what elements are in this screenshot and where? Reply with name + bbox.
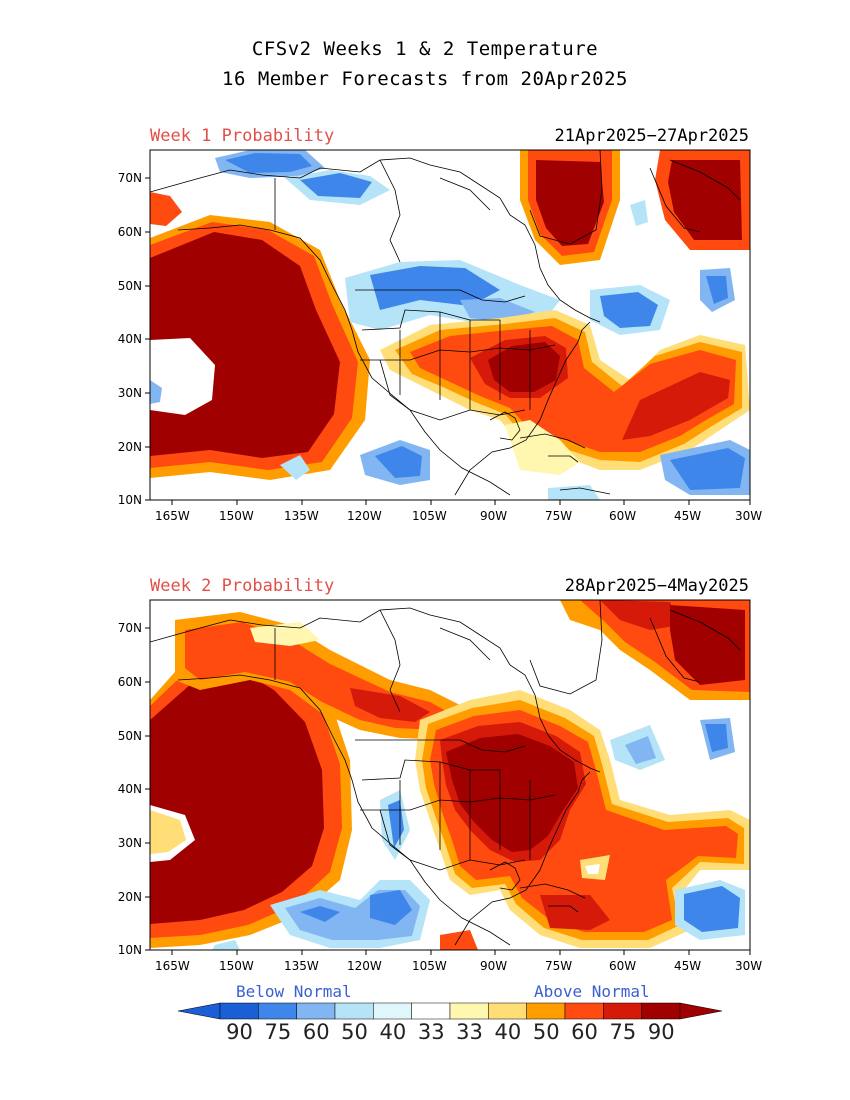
week2-dates: 28Apr2025−4May2025	[564, 576, 749, 596]
legend-value: 75	[264, 1020, 292, 1044]
legend-value: 40	[494, 1020, 522, 1044]
week2-alaska-warm	[175, 612, 470, 740]
legend-color-box	[488, 1002, 527, 1020]
week1-ytick-label: 60N	[117, 225, 142, 239]
week2-map	[150, 600, 750, 950]
legend-value: 90	[226, 1020, 253, 1044]
week1-xtick-label: 135W	[284, 509, 319, 523]
week1-xtick-label: 75W	[545, 509, 573, 523]
week1-xtick-label: 90W	[480, 509, 508, 523]
week2-coastlines	[150, 600, 741, 946]
chart-title-line-1: CFSv2 Weeks 1 & 2 Temperature	[251, 38, 599, 60]
chart-title-line-2: 16 Member Forecasts from 20Apr2025	[222, 68, 628, 90]
week2-ytick-label: 20N	[117, 890, 142, 904]
legend-color-box	[334, 1002, 374, 1020]
week2-xtick-label: 120W	[347, 959, 382, 973]
legend-below-normal-label: Below Normal	[236, 982, 352, 1001]
week1-ytick-label: 30N	[117, 386, 142, 400]
legend-above-normal-label: Above Normal	[534, 982, 650, 1001]
legend-right-arrow	[679, 1002, 723, 1020]
legend-value: 50	[341, 1020, 368, 1044]
week2-us-warm	[415, 690, 750, 948]
week1-dates: 21Apr2025−27Apr2025	[554, 126, 749, 146]
week2-xtick-label: 75W	[545, 959, 573, 973]
legend-color-box	[219, 1002, 259, 1020]
week2-xtick-label: 90W	[480, 959, 508, 973]
week2-xtick-label: 105W	[412, 959, 447, 973]
week2-ytick-label: 30N	[117, 836, 142, 850]
week2-greenland-warm	[560, 600, 750, 700]
week2-xtick-label: 150W	[219, 959, 254, 973]
week1-xtick-label: 60W	[609, 509, 637, 523]
legend-value: 60	[302, 1020, 330, 1044]
week1-xtick-label: 120W	[347, 509, 382, 523]
legend-colorbar	[177, 1002, 723, 1020]
legend-left-arrow	[177, 1002, 221, 1020]
legend-color-box	[641, 1002, 681, 1020]
week1-ytick-label: 50N	[117, 279, 142, 293]
week2-cold-areas	[212, 718, 745, 950]
week1-map	[150, 150, 750, 500]
week1-coastlines	[150, 150, 741, 496]
week2-xtick-label: 165W	[155, 959, 190, 973]
week2-xtick-label: 45W	[674, 959, 702, 973]
week1-xtick-label: 45W	[674, 509, 702, 523]
legend-value: 75	[609, 1020, 637, 1044]
legend-value: 90	[647, 1020, 675, 1044]
week1-xtick-label: 150W	[219, 509, 254, 523]
legend-value: 33	[456, 1020, 483, 1044]
week2-ytick-label: 60N	[117, 675, 142, 689]
legend-color-box	[373, 1002, 412, 1020]
week2-xtick-label: 60W	[609, 959, 637, 973]
legend-value: 40	[379, 1020, 407, 1044]
week1-us-warm	[380, 310, 750, 470]
week1-ytick-label: 40N	[117, 332, 142, 346]
legend-value: 33	[417, 1020, 445, 1044]
week2-pacific-warm	[150, 645, 352, 948]
week2-frame	[149, 599, 751, 951]
week1-ytick-label: 10N	[117, 493, 142, 507]
legend-color-box	[564, 1002, 604, 1020]
legend-color-box	[526, 1002, 566, 1020]
legend-color-box	[449, 1002, 489, 1020]
week2-tick-marks	[145, 627, 751, 955]
legend-color-box	[258, 1002, 297, 1020]
week2-ytick-label: 10N	[117, 943, 142, 957]
week2-xtick-label: 30W	[735, 959, 763, 973]
legend-color-box	[296, 1002, 336, 1020]
week1-arctic-cold	[215, 150, 390, 205]
week1-xtick-label: 165W	[155, 509, 190, 523]
legend-boxes	[219, 1002, 681, 1020]
week1-ytick-label: 70N	[117, 171, 142, 185]
week1-tick-marks	[145, 177, 751, 505]
week2-label: Week 2 Probability	[150, 576, 335, 596]
week2-xtick-label: 135W	[284, 959, 319, 973]
week1-xtick-label: 30W	[735, 509, 763, 523]
week1-xtick-label: 105W	[412, 509, 447, 523]
week1-label: Week 1 Probability	[150, 126, 335, 146]
week1-pacific-warm	[150, 215, 370, 480]
legend-color-box	[411, 1002, 451, 1020]
week1-frame	[149, 149, 751, 501]
week2-ytick-label: 40N	[117, 782, 142, 796]
week2-ytick-label: 50N	[117, 729, 142, 743]
week1-ytick-label: 20N	[117, 440, 142, 454]
week1-greenland-warm	[520, 150, 750, 265]
legend-value: 60	[571, 1020, 598, 1044]
week2-ytick-label: 70N	[117, 621, 142, 635]
week1-canada-cold	[345, 260, 560, 330]
legend-value: 50	[532, 1020, 560, 1044]
legend-color-box	[603, 1002, 642, 1020]
